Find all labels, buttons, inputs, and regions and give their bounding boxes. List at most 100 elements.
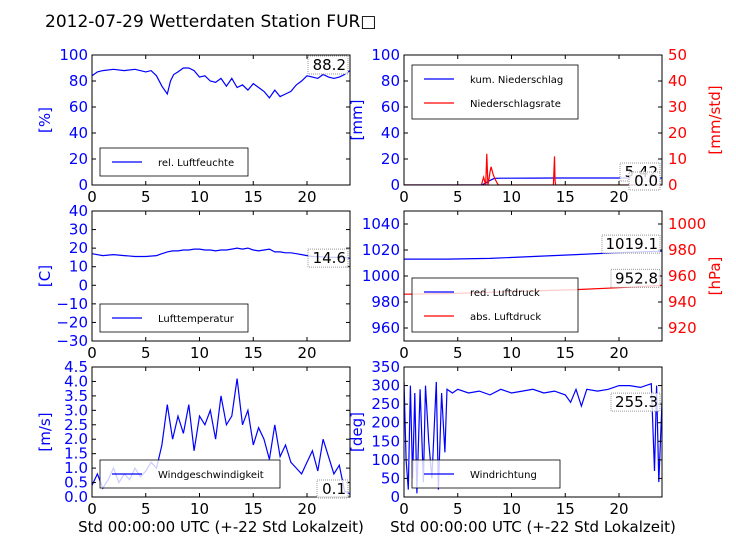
y-tick-label: 60 [69, 98, 88, 116]
y-tick-label: 3.5 [64, 387, 88, 405]
axes-frame [403, 54, 663, 186]
y-tick-label: 80 [69, 72, 88, 90]
y2-axis-label: [hPa] [706, 257, 724, 296]
legend-label: red. Luftdruck [470, 288, 540, 299]
y-tick-label: 0 [78, 176, 88, 194]
y-tick-label: 30 [69, 221, 88, 239]
chart-panel-1: 0 20 40 60 80 100 0 5 10 15 20 [%] 88.2 rel. Luftfeuc… [36, 46, 351, 206]
y2-tick-label: 920 [668, 319, 697, 337]
x-tick-label: 15 [244, 344, 263, 362]
legend-label: Windgeschwindigkeit [158, 470, 264, 481]
x-tick-label: 10 [502, 188, 521, 206]
y-tick-label: 2.5 [64, 416, 88, 434]
chart-panel-4: 960 980 1000 1020 1040 920 940 960 980 1000 0 5 10 15… [362, 210, 724, 362]
legend-label: kum. Niederschlag [470, 75, 563, 86]
last-value-right-box [610, 268, 661, 288]
x-tick-label: 0 [87, 344, 97, 362]
legend-box [411, 64, 579, 120]
x-tick-label: 20 [609, 500, 628, 518]
axes-frame [91, 54, 351, 186]
last-value-right: 952.8 [615, 269, 658, 287]
y-tick-label: 200 [371, 414, 400, 432]
y-tick-label: 40 [69, 124, 88, 142]
y-tick-label: 350 [371, 358, 400, 376]
last-value: 0.1 [322, 480, 346, 498]
x-tick-label: 5 [453, 344, 463, 362]
y2-tick-label: 960 [668, 267, 697, 285]
y-tick-label: 0 [390, 176, 400, 194]
y2-tick-label: 20 [668, 124, 687, 142]
axes-frame [91, 210, 351, 342]
x-tick-label: 0 [87, 188, 97, 206]
x-tick-label: 10 [190, 500, 209, 518]
y2-axis-label: [mm/std] [706, 85, 724, 154]
series-line-1 [92, 67, 350, 99]
x-tick-label: 15 [556, 344, 575, 362]
y-tick-label: 40 [69, 202, 88, 220]
legend-label: Niederschlagsrate [470, 99, 561, 110]
x-tick-label: 5 [141, 188, 151, 206]
x-tick-label: 5 [453, 500, 463, 518]
y2-tick-label: 1000 [668, 215, 706, 233]
legend-label: rel. Luftfeuchte [158, 158, 234, 169]
y-tick-label: 960 [371, 319, 400, 337]
y-tick-label: 100 [371, 46, 400, 64]
y2-tick-label: 10 [668, 150, 687, 168]
chart-panel-5: 0.00.51.01.52.02.53.03.54.04.5 0 5 10 15 20 [m… [36, 358, 364, 536]
y-tick-label: 0 [390, 488, 400, 506]
x-axis-label: Std 00:00:00 UTC (+-22 Std Lokalzeit) [390, 518, 676, 536]
y-tick-label: 80 [381, 72, 400, 90]
y-axis-label: [mm] [348, 100, 366, 141]
x-tick-label: 10 [190, 344, 209, 362]
x-tick-label: 20 [297, 500, 316, 518]
last-value-box [601, 234, 661, 254]
x-tick-label: 5 [141, 344, 151, 362]
x-tick-label: 20 [297, 344, 316, 362]
y-tick-label: 0.0 [64, 488, 88, 506]
y-tick-label: 1040 [362, 215, 400, 233]
y-tick-label: −10 [56, 295, 88, 313]
last-value-box [316, 479, 349, 499]
y-tick-label: 1020 [362, 241, 400, 259]
y-tick-label: 250 [371, 395, 400, 413]
last-value: 1019.1 [606, 235, 659, 253]
last-value-right: 0.0 [634, 172, 658, 190]
legend-label: Windrichtung [470, 470, 537, 481]
y-tick-label: 100 [371, 451, 400, 469]
y-tick-label: 20 [69, 239, 88, 257]
x-tick-label: 20 [297, 188, 316, 206]
x-tick-label: 10 [502, 500, 521, 518]
legend-label: Lufttemperatur [158, 314, 235, 325]
y-tick-label: 0.5 [64, 474, 88, 492]
y-tick-label: −20 [56, 313, 88, 331]
y2-tick-label: 0 [668, 176, 678, 194]
y-axis-label: [deg] [348, 412, 366, 452]
y-tick-label: 1.5 [64, 445, 88, 463]
y-axis-label: [C] [36, 265, 54, 287]
y-tick-label: 0 [78, 276, 88, 294]
y-tick-label: 150 [371, 432, 400, 450]
x-tick-label: 0 [399, 188, 409, 206]
legend-box [411, 277, 579, 333]
chart-panel-2: 0 20 40 60 80 100 0 10 20 30 40 50 0 5 10 15 20 [mm] [mm/s… [348, 46, 724, 206]
x-tick-label: 10 [502, 344, 521, 362]
y-tick-label: 20 [381, 150, 400, 168]
y-tick-label: 40 [381, 124, 400, 142]
x-tick-label: 0 [399, 344, 409, 362]
series-line-1 [404, 381, 662, 494]
y-tick-label: 50 [381, 469, 400, 487]
y2-tick-label: 940 [668, 293, 697, 311]
x-tick-label: 5 [453, 188, 463, 206]
y-tick-label: 2.0 [64, 430, 88, 448]
series-line-1 [92, 247, 350, 259]
figure-title: 2012-07-29 Wetterdaten Station FUR□ [45, 12, 376, 32]
y-tick-label: 20 [69, 150, 88, 168]
y-tick-label: 4.5 [64, 358, 88, 376]
legend-label: abs. Luftdruck [470, 312, 541, 323]
y-tick-label: 60 [381, 98, 400, 116]
series-line-1 [404, 177, 662, 185]
x-tick-label: 5 [141, 500, 151, 518]
y-tick-label: 10 [69, 258, 88, 276]
